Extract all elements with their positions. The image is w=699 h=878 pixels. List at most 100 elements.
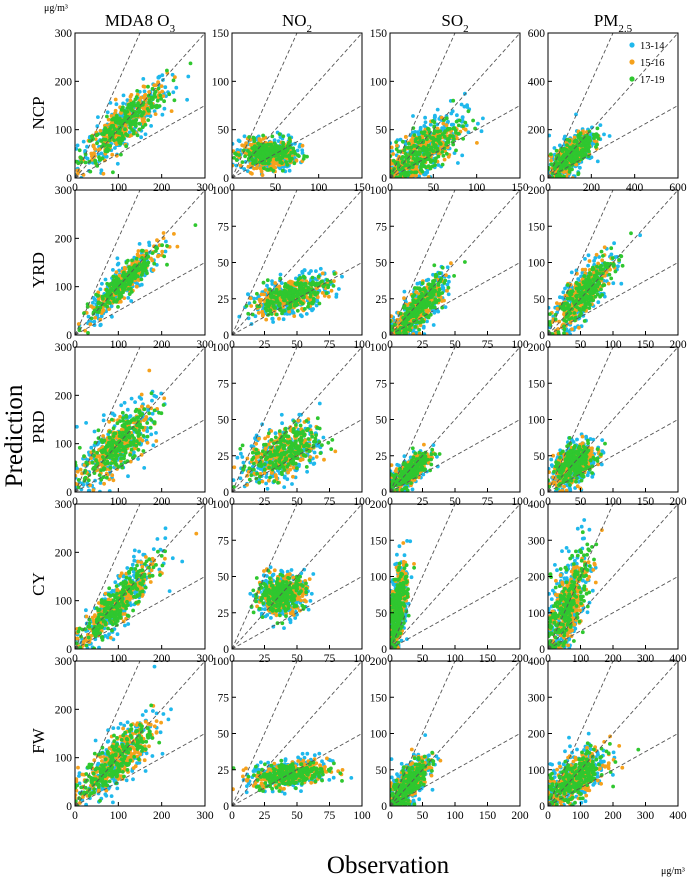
- data-point: [281, 140, 286, 145]
- data-point: [124, 144, 129, 149]
- data-point: [423, 115, 427, 120]
- data-point: [91, 296, 96, 300]
- data-point: [403, 173, 408, 178]
- y-tick-label: 100: [55, 282, 73, 294]
- data-point: [242, 134, 247, 139]
- scatter-points: [75, 223, 198, 335]
- data-point: [130, 128, 135, 132]
- data-point: [263, 306, 268, 311]
- data-point: [128, 123, 133, 127]
- data-point: [452, 137, 456, 142]
- data-point: [90, 154, 94, 159]
- data-point: [75, 143, 80, 148]
- data-point: [431, 305, 436, 309]
- data-point: [280, 309, 285, 313]
- data-point: [446, 292, 451, 297]
- data-point: [398, 311, 403, 316]
- data-point: [390, 154, 393, 158]
- data-point: [443, 129, 448, 134]
- data-point: [113, 97, 118, 102]
- data-point: [165, 262, 169, 267]
- data-point: [274, 289, 278, 294]
- data-point: [151, 97, 155, 101]
- data-point: [252, 300, 257, 304]
- data-point: [314, 303, 319, 308]
- y-tick-label: 50: [376, 125, 388, 137]
- data-point: [153, 112, 158, 116]
- data-point: [111, 274, 116, 279]
- data-point: [273, 305, 278, 310]
- data-point: [430, 119, 435, 123]
- data-point: [549, 152, 553, 157]
- data-point: [82, 311, 86, 316]
- y-tick-label: 0: [66, 173, 72, 185]
- panel-frame: [74, 189, 206, 336]
- reference-line-1x: [390, 190, 520, 335]
- data-point: [260, 154, 265, 159]
- data-point: [421, 325, 426, 330]
- data-point: [418, 288, 422, 293]
- data-point: [268, 287, 272, 292]
- data-point: [296, 277, 301, 282]
- reference-line-2x: [232, 190, 298, 335]
- data-point: [98, 323, 103, 328]
- data-point: [431, 301, 436, 305]
- data-point: [185, 97, 190, 102]
- data-point: [172, 98, 177, 103]
- data-point: [295, 302, 299, 307]
- data-point: [292, 314, 297, 318]
- data-point: [111, 296, 116, 301]
- data-point: [139, 273, 144, 277]
- data-point: [287, 291, 292, 296]
- reference-line-half-x: [390, 105, 520, 178]
- data-point: [158, 93, 163, 98]
- data-point: [433, 143, 438, 148]
- data-point: [143, 122, 148, 127]
- data-point: [111, 123, 115, 128]
- data-point: [260, 173, 265, 178]
- x-axis-title: Observation: [327, 852, 450, 878]
- data-point: [269, 145, 273, 150]
- data-point: [410, 139, 415, 144]
- data-point: [403, 135, 408, 139]
- data-point: [278, 276, 283, 281]
- data-point: [299, 287, 303, 291]
- data-point: [454, 119, 459, 124]
- data-point: [262, 292, 266, 297]
- data-point: [289, 150, 294, 155]
- data-point: [236, 138, 241, 143]
- data-point: [78, 155, 83, 160]
- data-point: [462, 104, 467, 109]
- data-point: [156, 75, 161, 80]
- data-point: [293, 151, 298, 156]
- data-point: [390, 170, 395, 175]
- data-point: [252, 147, 256, 152]
- data-point: [139, 277, 144, 282]
- data-point: [90, 157, 94, 162]
- scatter-points: [548, 112, 612, 178]
- data-point: [304, 312, 309, 316]
- data-point: [329, 288, 334, 293]
- data-point: [443, 305, 448, 309]
- data-point: [562, 152, 567, 157]
- data-point: [446, 119, 450, 124]
- panel-frame: [389, 32, 521, 179]
- data-point: [112, 299, 116, 304]
- data-point: [587, 135, 592, 140]
- data-point: [250, 171, 254, 176]
- data-point: [430, 164, 435, 169]
- column-title-pm25: PM2.5: [594, 11, 633, 35]
- data-point: [447, 279, 451, 284]
- data-point: [584, 148, 588, 153]
- data-point: [324, 291, 329, 296]
- data-point: [411, 304, 416, 309]
- data-point: [169, 109, 174, 113]
- data-point: [399, 326, 403, 330]
- data-point: [131, 267, 135, 271]
- data-point: [284, 154, 289, 158]
- data-point: [126, 103, 131, 107]
- data-point: [442, 146, 447, 151]
- data-point: [438, 134, 442, 139]
- data-point: [418, 304, 423, 308]
- data-point: [255, 291, 259, 296]
